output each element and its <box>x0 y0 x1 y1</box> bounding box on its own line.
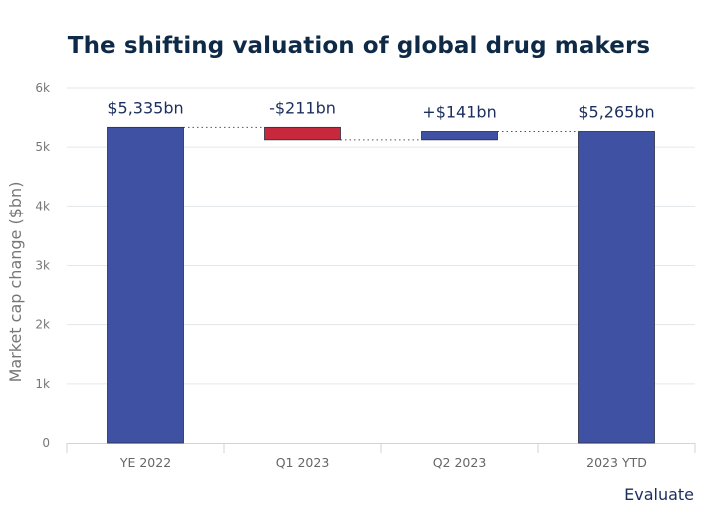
data-label: -$211bn <box>269 98 336 117</box>
y-axis-label: Market cap change ($bn) <box>6 182 25 383</box>
x-tick-label: YE 2022 <box>119 455 171 470</box>
bar-q1-2023 <box>264 126 341 141</box>
chart-title: The shifting valuation of global drug ma… <box>67 33 651 59</box>
y-tick-label: 0 <box>42 436 50 450</box>
source-label: Evaluate <box>624 485 694 504</box>
bars <box>107 126 655 444</box>
data-label: +$141bn <box>422 102 496 121</box>
x-tick-label: 2023 YTD <box>586 455 647 470</box>
connectors <box>183 126 579 141</box>
x-tick-label: Q1 2023 <box>276 455 330 470</box>
y-axis-ticks: 0 1k 2k 3k 4k 5k 6k <box>35 81 50 450</box>
y-tick-label: 3k <box>35 259 50 273</box>
data-label: $5,335bn <box>107 98 183 117</box>
y-tick-label: 2k <box>35 318 50 332</box>
bar-2023-ytd <box>578 131 655 444</box>
y-tick-label: 1k <box>35 377 50 391</box>
x-tick-label: Q2 2023 <box>433 455 487 470</box>
data-labels: $5,335bn -$211bn +$141bn $5,265bn <box>107 98 654 121</box>
bar-q2-2023 <box>421 131 498 141</box>
data-label: $5,265bn <box>578 102 654 121</box>
y-tick-label: 6k <box>35 81 50 95</box>
x-axis: YE 2022 Q1 2023 Q2 2023 2023 YTD <box>66 443 696 470</box>
y-tick-label: 5k <box>35 140 50 154</box>
y-tick-label: 4k <box>35 199 50 213</box>
bar-ye-2022 <box>107 126 184 444</box>
